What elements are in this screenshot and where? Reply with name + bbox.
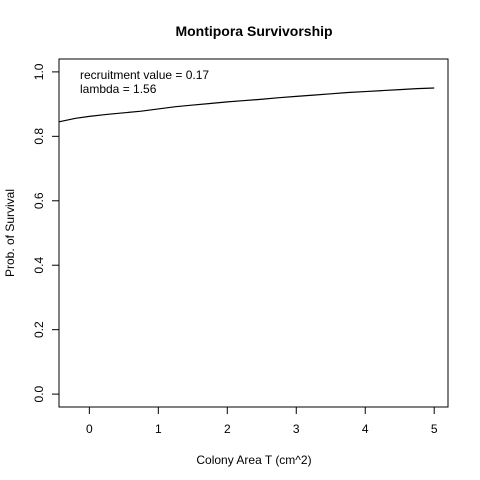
x-tick-label: 2 <box>224 422 231 436</box>
y-tick-label: 0.2 <box>32 321 46 338</box>
x-axis: 0 1 2 3 4 5 <box>86 406 438 436</box>
y-tick-label: 1.0 <box>32 63 46 80</box>
x-axis-label: Colony Area T (cm^2) <box>196 453 311 467</box>
annotation-lambda: lambda = 1.56 <box>80 82 157 96</box>
x-tick-label: 5 <box>431 422 438 436</box>
survival-curve <box>58 87 435 123</box>
chart-title: Montipora Survivorship <box>175 23 332 39</box>
x-tick-label: 0 <box>86 422 93 436</box>
annotation-recruitment: recruitment value = 0.17 <box>80 68 209 82</box>
x-tick-label: 1 <box>155 422 162 436</box>
y-axis-label: Prob. of Survival <box>3 189 17 277</box>
series-group <box>58 87 435 123</box>
y-tick-label: 0.8 <box>32 128 46 145</box>
y-axis: 0.0 0.2 0.4 0.6 0.8 1.0 <box>32 63 60 402</box>
y-tick-label: 0.4 <box>32 257 46 274</box>
y-tick-label: 0.6 <box>32 192 46 209</box>
x-tick-label: 3 <box>293 422 300 436</box>
x-tick-label: 4 <box>362 422 369 436</box>
y-tick-label: 0.0 <box>32 385 46 402</box>
